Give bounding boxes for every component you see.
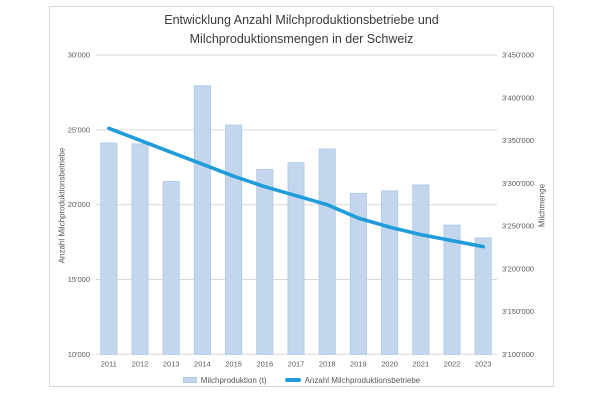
legend-item-milchproduktion: Milchproduktion (t) <box>182 375 267 385</box>
chart-title: Entwicklung Anzahl Milchproduktionsbetri… <box>49 11 554 49</box>
x-axis-year-label: 2020 <box>381 360 398 369</box>
bar-milchproduktion <box>225 124 243 355</box>
left-axis-tick-label: 10'000 <box>68 350 90 359</box>
x-axis-year-label: 2019 <box>350 360 367 369</box>
x-axis-year-label: 2014 <box>194 360 211 369</box>
right-axis-title: Milchmenge <box>537 183 547 228</box>
bar-milchproduktion <box>162 181 180 355</box>
bar-milchproduktion <box>193 85 211 355</box>
x-axis-year-label: 2016 <box>256 360 273 369</box>
right-axis-tick-label: 3'400'000 <box>502 93 534 102</box>
x-axis-year-label: 2011 <box>101 360 117 369</box>
chart-title-line-2: Milchproduktionsmengen in der Schweiz <box>189 32 414 46</box>
legend: Milchproduktion (t) Anzahl Milchprodukti… <box>49 374 554 386</box>
chart-title-line-1: Entwicklung Anzahl Milchproduktionsbetri… <box>164 13 439 27</box>
x-axis-year-label: 2015 <box>225 360 242 369</box>
legend-label: Milchproduktion (t) <box>200 375 267 385</box>
x-axis-year-label: 2021 <box>412 360 429 369</box>
right-axis-tick-label: 3'150'000 <box>502 307 534 316</box>
left-axis-title: Anzahl Milchproduktionsbetriebe <box>57 147 67 264</box>
bar-milchproduktion <box>443 224 461 355</box>
right-axis-tick-label: 3'250'000 <box>502 222 534 231</box>
bar-milchproduktion <box>256 169 274 355</box>
left-axis-tick-label: 25'000 <box>68 125 90 134</box>
line-anzahl-betriebe <box>107 126 486 249</box>
right-axis-tick-label: 3'200'000 <box>502 264 534 273</box>
x-axis-year-label: 2023 <box>475 360 492 369</box>
right-axis-tick-label: 3'350'000 <box>502 136 534 145</box>
left-axis-tick-label: 20'000 <box>68 200 90 209</box>
line-series-swatch-icon <box>284 378 301 382</box>
bar-milchproduktion <box>287 162 305 355</box>
bar-milchproduktion <box>412 184 430 355</box>
bar-milchproduktion <box>131 143 149 355</box>
bar-milchproduktion <box>100 142 118 355</box>
x-axis-year-label: 2012 <box>132 360 149 369</box>
legend-label: Anzahl Milchproduktionsbetriebe <box>304 375 421 385</box>
x-axis-year-label: 2022 <box>444 360 461 369</box>
bar-milchproduktion <box>318 148 336 355</box>
right-axis-tick-label: 3'450'000 <box>502 51 534 60</box>
left-axis-tick-label: 15'000 <box>68 275 90 284</box>
left-axis-tick-label: 30'000 <box>68 51 90 60</box>
right-axis-tick-label: 3'300'000 <box>502 179 534 188</box>
bar-series-swatch-icon <box>182 377 197 383</box>
bar-milchproduktion <box>381 190 399 355</box>
x-axis-year-label: 2013 <box>163 360 180 369</box>
x-axis-year-label: 2017 <box>288 360 305 369</box>
bar-milchproduktion <box>349 193 367 355</box>
x-axis-year-label: 2018 <box>319 360 336 369</box>
legend-item-anzahl-betriebe: Anzahl Milchproduktionsbetriebe <box>284 375 421 385</box>
bar-milchproduktion <box>474 237 492 355</box>
right-axis-tick-label: 3'100'000 <box>502 350 534 359</box>
